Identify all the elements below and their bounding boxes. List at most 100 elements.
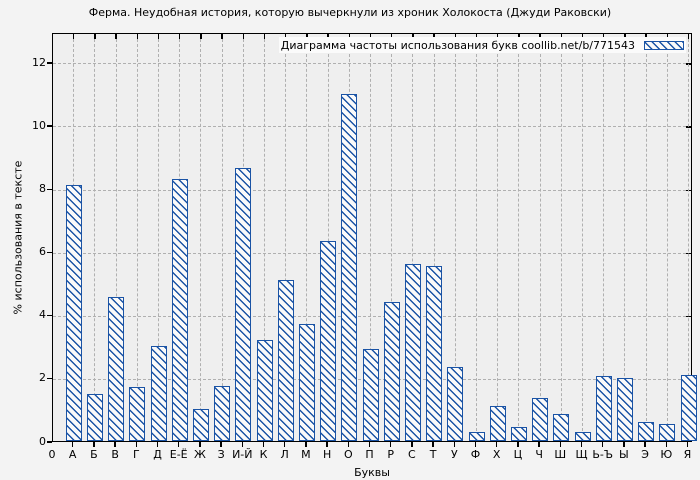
gridline-y-10: [53, 126, 691, 128]
gridline-x-П: [370, 34, 371, 441]
xtick-label-М: М: [301, 448, 311, 461]
xtick-label-В: В: [111, 448, 119, 461]
xtick-label-Д: Д: [153, 448, 162, 461]
gridline-x-Ц: [518, 34, 520, 441]
gridline-x-Ы: [624, 34, 626, 441]
xtick-mark-top-Ш: [560, 34, 563, 39]
gridline-x-Ш: [560, 34, 562, 441]
gridline-x-К: [264, 34, 265, 441]
bar-Щ: [574, 432, 591, 441]
xtick-mark-Ш: [559, 442, 562, 447]
xtick-mark-Ы: [623, 442, 625, 447]
xtick-mark-top-С: [412, 34, 414, 39]
ytick-mark-6: [47, 251, 52, 254]
xtick-label-А: А: [68, 448, 77, 461]
xtick-mark-top-Ж: [200, 34, 202, 39]
xtick-label-У: У: [450, 448, 458, 461]
bar-Л: [277, 280, 294, 441]
xtick-mark-top-Ю: [666, 34, 669, 39]
xtick-label-З: З: [217, 448, 225, 461]
ytick-mark-4: [47, 314, 52, 317]
xtick-mark-top-П: [369, 34, 372, 39]
bar-Б: [86, 394, 103, 441]
xtick-mark-Л: [283, 442, 286, 447]
xtick-label-Щ: Щ: [575, 448, 588, 461]
gridline-x-Ф: [476, 34, 477, 441]
gridline-y-12: [53, 63, 691, 65]
xtick-mark-top-Л: [284, 34, 287, 39]
xtick-label-Ц: Ц: [513, 448, 523, 461]
gridline-x-Л: [285, 34, 287, 441]
xtick-mark-Ж: [199, 442, 201, 447]
xtick-mark-top-Р: [390, 34, 393, 39]
ytick-label-2: 2: [39, 371, 46, 385]
legend-swatch-icon: [644, 40, 684, 50]
xtick-label-origin: 0: [48, 448, 56, 461]
ytick-label-4: 4: [39, 308, 46, 322]
xtick-mark-top-В: [115, 34, 117, 39]
gridline-x-Б: [94, 34, 96, 441]
xtick-mark-top-Ы: [624, 34, 626, 39]
gridline-x-Я: [688, 34, 689, 441]
bar-Я: [680, 375, 697, 441]
xtick-mark-top-К: [263, 34, 266, 39]
xtick-mark-А: [71, 442, 74, 447]
xtick-mark-top-М: [306, 34, 308, 39]
xtick-mark-Ч: [538, 442, 540, 447]
xtick-mark-top-Д: [157, 34, 160, 39]
xtick-mark-У: [453, 442, 456, 447]
gridline-x-Ж: [200, 34, 202, 441]
xtick-mark-top-О: [348, 34, 351, 39]
legend: Диаграмма частоты использования букв coo…: [278, 37, 686, 53]
xtick-mark-Ю: [665, 442, 668, 447]
gridline-x-Д: [158, 34, 159, 441]
gridline-x-М: [306, 34, 308, 441]
bar-Э: [638, 422, 655, 441]
xtick-label-Ю: Ю: [660, 448, 673, 461]
gridline-y-6: [53, 252, 691, 254]
bar-М: [298, 324, 315, 441]
xtick-label-Я: Я: [683, 448, 692, 461]
bar-Ю: [659, 424, 676, 441]
xtick-mark-top-Щ: [581, 34, 584, 39]
xtick-mark-top-Т: [433, 34, 435, 39]
xtick-mark-Т: [432, 442, 434, 447]
bar-О: [341, 94, 358, 441]
xtick-label-Р: Р: [387, 448, 394, 461]
xtick-mark-Н: [326, 442, 328, 447]
gridline-x-Н: [327, 34, 329, 441]
bar-Г: [129, 387, 146, 441]
xtick-mark-С: [411, 442, 413, 447]
xtick-mark-top-Н: [327, 34, 329, 39]
xtick-label-Т: Т: [429, 448, 437, 461]
xtick-mark-О: [347, 442, 350, 447]
ytick-label-12: 12: [32, 55, 46, 69]
gridline-x-С: [412, 34, 414, 441]
xtick-mark-top-Э: [645, 34, 647, 39]
xtick-mark-К: [262, 442, 265, 447]
ytick-mark-10: [47, 125, 52, 127]
xtick-label-К: К: [259, 448, 268, 461]
bar-Ж: [192, 409, 209, 441]
bar-Д: [150, 346, 167, 441]
gridline-x-Щ: [582, 34, 583, 441]
xtick-label-И-Й: И-Й: [232, 448, 253, 461]
gridline-x-Ь-Ъ: [603, 34, 605, 441]
xtick-mark-Ц: [517, 442, 519, 447]
xtick-mark-top-Ц: [518, 34, 520, 39]
xtick-label-Е-Ё: Е-Ё: [169, 448, 188, 461]
xtick-label-С: С: [408, 448, 416, 461]
xtick-mark-Ь-Ъ: [601, 442, 604, 447]
ytick-mark-2: [47, 377, 52, 380]
bar-У: [447, 367, 464, 441]
ytick-mark-8: [47, 188, 52, 191]
ytick-label-6: 6: [39, 245, 46, 259]
gridline-x-Ю: [666, 34, 668, 441]
xtick-mark-Х: [495, 442, 498, 447]
xtick-mark-Д: [156, 442, 159, 447]
xtick-label-Ч: Ч: [535, 448, 543, 461]
xtick-label-Ь-Ъ: Ь-Ъ: [592, 448, 614, 461]
xtick-mark-top-И-Й: [242, 34, 245, 39]
gridline-x-Т: [433, 34, 435, 441]
